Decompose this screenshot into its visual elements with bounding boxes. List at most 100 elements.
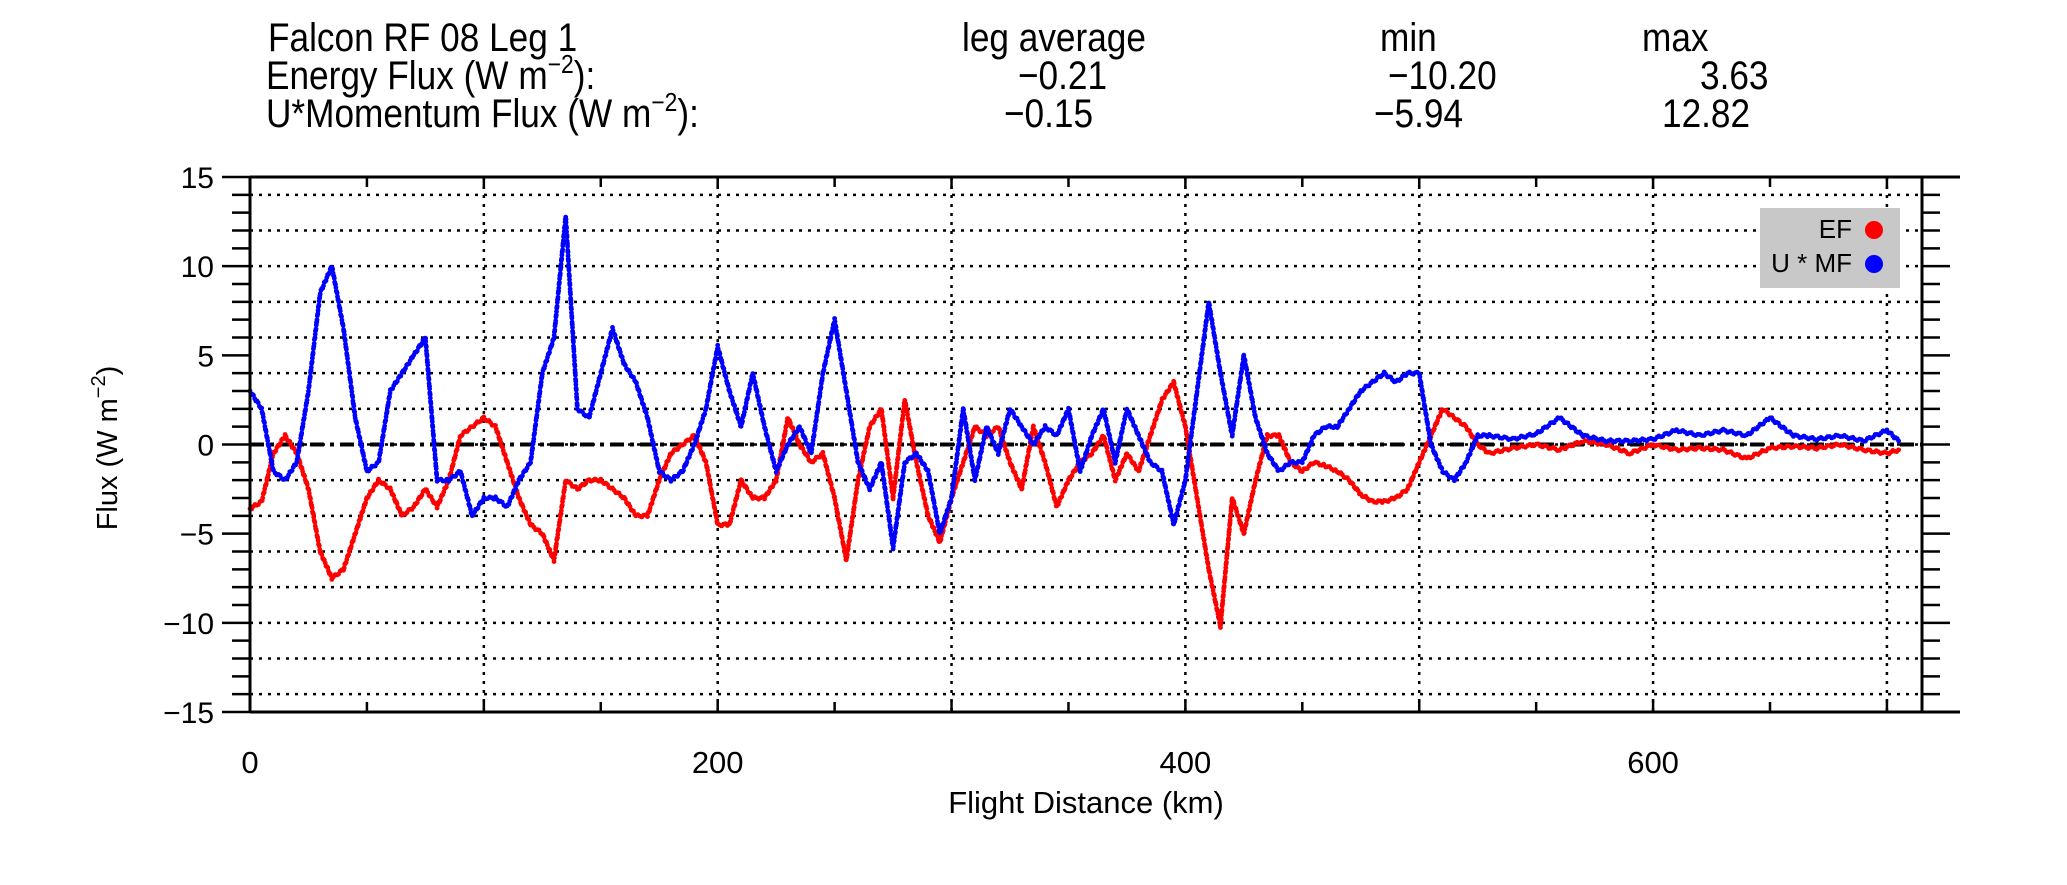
data-point: [425, 362, 431, 368]
data-point: [1040, 453, 1046, 459]
data-point: [1116, 443, 1122, 449]
data-point: [1082, 455, 1088, 461]
data-point: [314, 528, 319, 534]
data-point: [723, 374, 729, 380]
data-point: [549, 341, 555, 347]
data-point: [803, 437, 808, 442]
data-point: [1019, 485, 1025, 491]
data-point: [865, 431, 871, 436]
data-point: [745, 395, 750, 401]
data-point: [931, 500, 937, 506]
data-point: [1204, 556, 1210, 561]
data-point: [535, 403, 541, 409]
data-point: [652, 492, 658, 498]
data-point: [888, 475, 893, 481]
data-point: [756, 398, 762, 404]
data-point: [854, 455, 860, 461]
data-point: [260, 495, 266, 501]
data-point: [841, 544, 847, 550]
data-point: [639, 397, 645, 402]
data-point: [909, 435, 915, 441]
data-point: [681, 467, 686, 473]
data-point: [574, 403, 580, 408]
data-point: [881, 428, 887, 433]
data-point: [1139, 460, 1145, 465]
data-point: [734, 411, 740, 417]
data-point: [1467, 451, 1473, 457]
data-point: [771, 459, 777, 465]
data-point: [817, 390, 823, 396]
data-point: [1224, 550, 1230, 556]
data-point: [382, 423, 387, 429]
legend-box: [1760, 208, 1900, 288]
data-point: [1048, 482, 1054, 487]
data-point: [651, 442, 656, 448]
data-point: [312, 335, 318, 341]
data-point: [899, 482, 905, 488]
data-point: [1173, 516, 1178, 522]
data-point: [1027, 436, 1033, 441]
data-point: [262, 420, 267, 426]
data-point: [1190, 424, 1195, 430]
data-point: [615, 341, 621, 346]
data-point: [962, 455, 968, 460]
data-point: [517, 496, 523, 502]
data-point: [432, 448, 438, 454]
data-point: [528, 460, 533, 466]
data-point: [867, 425, 873, 430]
data-point: [564, 225, 569, 231]
data-point: [1219, 607, 1225, 613]
data-point: [930, 491, 935, 497]
chart-title: Falcon RF 08 Leg 1: [268, 16, 578, 60]
data-point: [1896, 438, 1902, 444]
data-point: [763, 427, 768, 433]
data-point: [1072, 440, 1078, 445]
data-point: [1022, 467, 1028, 473]
data-point: [316, 302, 322, 308]
data-point: [707, 388, 712, 393]
data-point: [1106, 454, 1112, 459]
data-point: [799, 428, 805, 434]
data-point: [849, 422, 855, 428]
data-point: [1254, 474, 1260, 479]
y-tick-label: −5: [180, 519, 214, 552]
data-point: [656, 465, 662, 471]
data-point: [574, 396, 580, 402]
data-point: [1220, 598, 1226, 604]
data-point: [427, 386, 432, 392]
data-point: [380, 432, 386, 438]
data-point: [570, 330, 576, 336]
data-point: [725, 383, 731, 389]
data-point: [1175, 395, 1181, 401]
data-point: [260, 414, 266, 420]
data-point: [1062, 486, 1068, 491]
data-point: [747, 386, 752, 392]
x-tick-label: 0: [241, 745, 258, 780]
data-point: [972, 478, 978, 484]
y-tick-label: −10: [163, 608, 214, 641]
data-point: [1031, 423, 1036, 429]
data-point: [561, 493, 566, 499]
data-point: [1241, 530, 1247, 536]
data-point: [302, 473, 307, 479]
data-point: [823, 358, 829, 364]
data-point: [780, 454, 786, 460]
data-point: [740, 418, 745, 424]
data-point: [833, 324, 839, 330]
data-point: [538, 379, 544, 385]
data-point: [1103, 418, 1109, 424]
data-point: [1209, 579, 1214, 584]
data-point: [555, 294, 561, 300]
data-point: [263, 481, 269, 487]
data-point: [529, 454, 534, 460]
data-point: [531, 436, 537, 442]
data-point: [502, 452, 508, 458]
data-point: [880, 418, 886, 424]
data-point: [980, 440, 986, 446]
data-point: [468, 506, 473, 512]
data-point: [424, 353, 430, 359]
col-header-max: max: [1642, 16, 1709, 60]
data-point: [934, 515, 940, 520]
data-point: [818, 384, 824, 390]
data-point: [1089, 434, 1095, 439]
